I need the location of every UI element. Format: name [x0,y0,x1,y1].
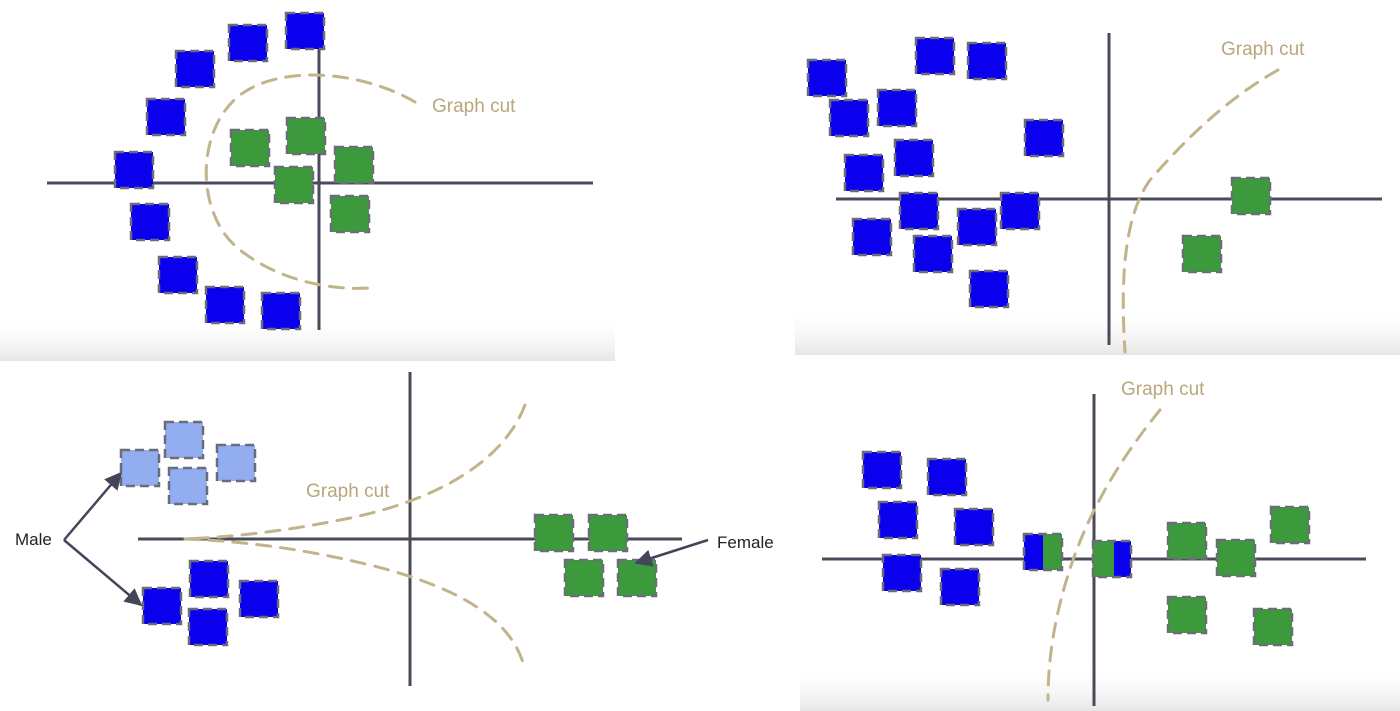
green-point [1215,538,1257,578]
blue-point [227,23,269,63]
graph-cut-curve [1121,68,1280,354]
green-point [563,558,605,598]
green-point [273,165,315,205]
blue-point [806,58,848,98]
blue-point [113,150,155,190]
blue-point [861,450,903,490]
blue-point [968,269,1010,309]
panel-top-left: Graph cut [47,11,593,331]
blue-point [877,500,919,540]
light-blue-point [119,448,161,488]
blue-point [828,98,870,138]
female-arrow [634,538,709,567]
graph-cut-curve-lower [183,537,527,672]
green-point [285,116,327,156]
male-arrow-lower [63,539,143,607]
graph-cut-curve [1046,408,1162,702]
panel-shade-top-right [795,305,1400,355]
green-point [1166,521,1208,561]
mixed-point-green-blue [1091,539,1133,579]
blue-point [284,11,326,51]
blue-point [876,88,918,128]
blue-point [204,285,246,325]
blue-point [851,217,893,257]
panel-top-right: Graph cut [806,33,1382,354]
male-label: Male [15,530,52,549]
mixed-point-blue-green [1022,532,1064,572]
blue-point [157,255,199,295]
graph-cut-curve-upper [183,403,527,541]
blue-point [187,607,229,647]
panel-bottom-left: Graph cut Male Female [15,372,774,686]
blue-point [893,138,935,178]
light-blue-point [215,443,257,483]
green-point [229,128,271,168]
blue-point [260,291,302,331]
green-point [1252,607,1294,647]
blue-point [966,41,1008,81]
green-point [329,194,371,234]
blue-point [1023,118,1065,158]
blue-point [912,234,954,274]
graph-cut-label: Graph cut [432,96,516,117]
graph-cut-curve [204,73,417,290]
panel-bottom-right: Graph cut [822,379,1366,706]
graph-cut-label: Graph cut [306,481,390,502]
male-arrow-upper [63,471,123,541]
blue-point [914,36,956,76]
blue-point [926,457,968,497]
green-point [333,145,375,185]
blue-point [141,586,183,626]
green-point [616,558,658,598]
graph-cut-label: Graph cut [1121,379,1205,400]
blue-point [843,153,885,193]
green-point [533,513,575,553]
green-point [587,513,629,553]
blue-point [999,191,1041,231]
panel-shade-bottom-right [800,665,1400,711]
graph-cut-label: Graph cut [1221,39,1305,60]
blue-point [238,579,280,619]
blue-point [129,202,171,242]
green-point [1269,505,1311,545]
blue-point [939,567,981,607]
blue-point [174,49,216,89]
panel-shade-top-left [0,315,615,361]
blue-point [956,207,998,247]
blue-point [898,191,940,231]
female-label: Female [717,533,774,552]
green-point [1230,176,1272,216]
blue-point [881,553,923,593]
blue-point [188,559,230,599]
blue-point [145,97,187,137]
green-point [1166,595,1208,635]
green-point [1181,234,1223,274]
blue-point [953,507,995,547]
light-blue-point [167,466,209,506]
light-blue-point [163,420,205,460]
